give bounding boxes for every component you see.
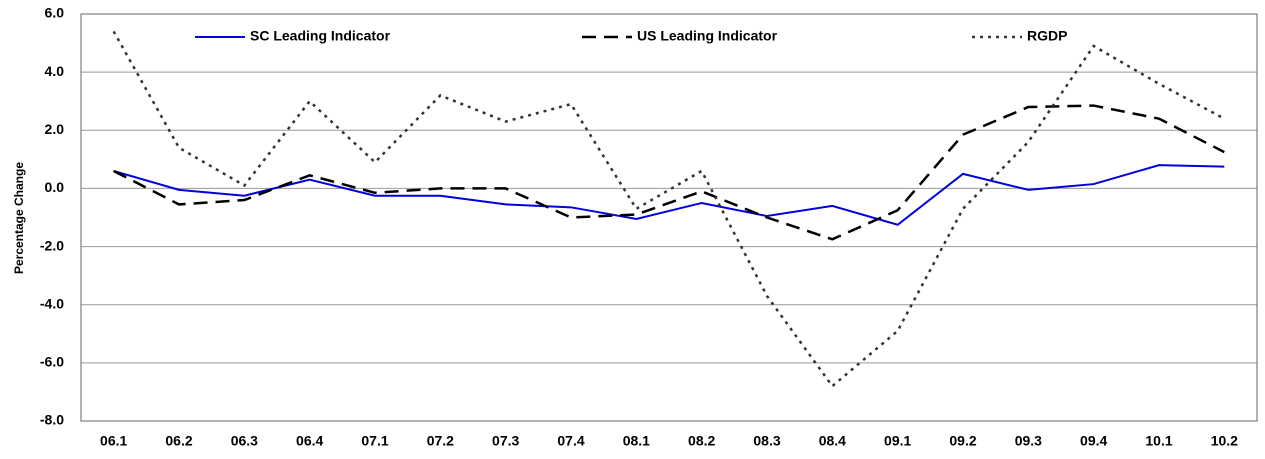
legend-label: SC Leading Indicator — [250, 28, 391, 44]
y-tick-label: 2.0 — [45, 121, 65, 137]
x-tick-label: 06.3 — [231, 433, 258, 449]
y-tick-label: -6.0 — [40, 354, 64, 370]
y-tick-label: 0.0 — [45, 179, 65, 195]
x-tick-label: 08.3 — [753, 433, 780, 449]
y-tick-label: -2.0 — [40, 237, 64, 253]
x-tick-label: 07.2 — [427, 433, 454, 449]
y-tick-label: -8.0 — [40, 412, 64, 428]
plot-border — [80, 13, 1258, 422]
y-tick-label: -4.0 — [40, 295, 64, 311]
x-tick-label: 07.3 — [492, 433, 519, 449]
x-tick-label: 09.4 — [1080, 433, 1107, 449]
x-tick-label: 08.1 — [623, 433, 650, 449]
x-tick-label: 09.3 — [1015, 433, 1042, 449]
x-tick-label: 07.1 — [361, 433, 388, 449]
legend-label: RGDP — [1027, 28, 1067, 44]
x-tick-label: 10.1 — [1145, 433, 1172, 449]
x-tick-label: 06.4 — [296, 433, 323, 449]
line-series — [113, 164, 1225, 226]
x-tick-label: 07.4 — [557, 433, 584, 449]
x-tick-label: 06.1 — [100, 433, 127, 449]
x-tick-label: 09.1 — [884, 433, 911, 449]
x-tick-label: 09.2 — [949, 433, 976, 449]
x-tick-label: 10.2 — [1211, 433, 1238, 449]
legend-label: US Leading Indicator — [637, 28, 778, 44]
y-tick-label: 4.0 — [45, 63, 65, 79]
line-series — [113, 104, 1225, 241]
x-tick-label: 08.2 — [688, 433, 715, 449]
y-axis-label: Percentage Change — [12, 162, 26, 274]
line-series — [112, 30, 1225, 388]
x-tick-label: 08.4 — [819, 433, 846, 449]
y-tick-label: 6.0 — [45, 5, 65, 21]
x-tick-label: 06.2 — [165, 433, 192, 449]
